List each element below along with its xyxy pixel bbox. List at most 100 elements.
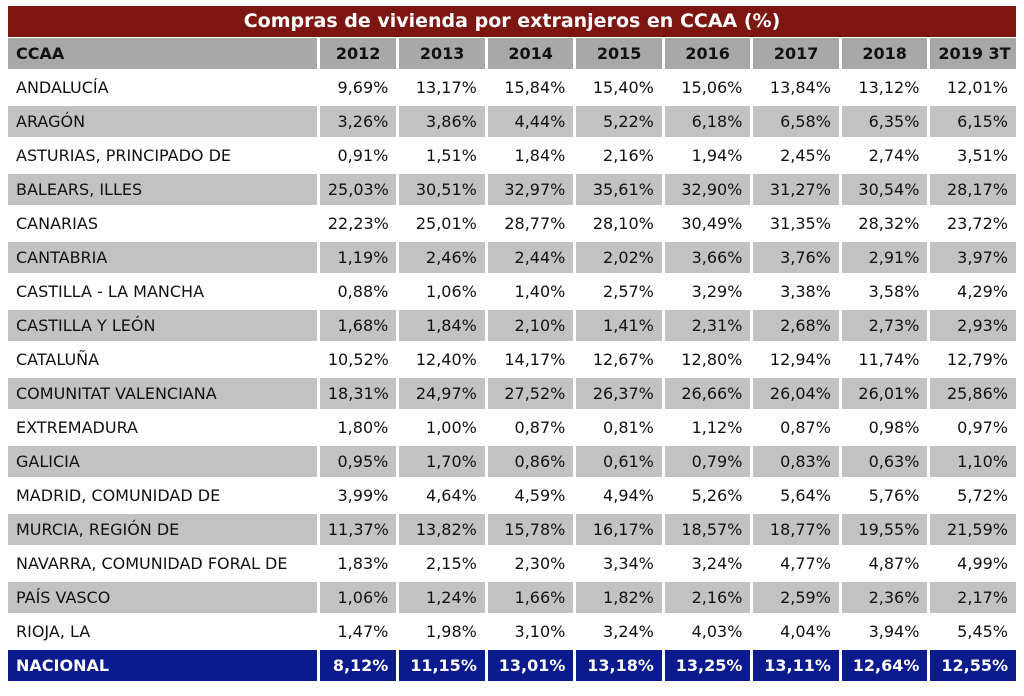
- value-cell: 3,38%: [753, 276, 839, 307]
- value-cell: 2,46%: [399, 242, 485, 273]
- value-cell: 2,45%: [753, 140, 839, 171]
- value-cell: 11,15%: [399, 650, 485, 681]
- value-cell: 5,45%: [930, 616, 1016, 647]
- value-cell: 25,03%: [319, 174, 397, 205]
- value-cell: 31,27%: [753, 174, 839, 205]
- value-cell: 27,52%: [487, 378, 574, 409]
- value-cell: 1,68%: [319, 310, 397, 341]
- value-cell: 21,59%: [930, 514, 1016, 545]
- value-cell: 30,54%: [841, 174, 928, 205]
- value-cell: 1,51%: [399, 140, 485, 171]
- value-cell: 1,12%: [664, 412, 751, 443]
- value-cell: 26,01%: [841, 378, 928, 409]
- total-row: NACIONAL 8,12% 11,15% 13,01% 13,18% 13,25% 13,…: [8, 650, 1016, 681]
- value-cell: 4,04%: [753, 616, 839, 647]
- value-cell: 5,26%: [664, 480, 751, 511]
- value-cell: 2,36%: [841, 582, 928, 613]
- value-cell: 0,87%: [753, 412, 839, 443]
- value-cell: 3,26%: [319, 106, 397, 137]
- value-cell: 15,84%: [487, 72, 574, 103]
- value-cell: 2,10%: [487, 310, 574, 341]
- value-cell: 13,12%: [841, 72, 928, 103]
- value-cell: 1,41%: [576, 310, 662, 341]
- value-cell: 28,17%: [930, 174, 1016, 205]
- region-name: MURCIA, REGIÓN DE: [8, 514, 317, 545]
- value-cell: 18,77%: [753, 514, 839, 545]
- value-cell: 3,51%: [930, 140, 1016, 171]
- value-cell: 2,31%: [664, 310, 751, 341]
- value-cell: 3,24%: [576, 616, 662, 647]
- value-cell: 3,24%: [664, 548, 751, 579]
- value-cell: 2,15%: [399, 548, 485, 579]
- value-cell: 0,95%: [319, 446, 397, 477]
- value-cell: 1,00%: [399, 412, 485, 443]
- value-cell: 28,10%: [576, 208, 662, 239]
- value-cell: 3,94%: [841, 616, 928, 647]
- value-cell: 8,12%: [319, 650, 397, 681]
- region-name: COMUNITAT VALENCIANA: [8, 378, 317, 409]
- table-row: ANDALUCÍA 9,69% 13,17% 15,84% 15,40% 15,06% 13…: [8, 72, 1016, 103]
- value-cell: 1,40%: [487, 276, 574, 307]
- value-cell: 2,93%: [930, 310, 1016, 341]
- value-cell: 0,63%: [841, 446, 928, 477]
- value-cell: 18,57%: [664, 514, 751, 545]
- table-row: COMUNITAT VALENCIANA 18,31% 24,97% 27,52% 26…: [8, 378, 1016, 409]
- value-cell: 2,91%: [841, 242, 928, 273]
- region-name: MADRID, COMUNIDAD DE: [8, 480, 317, 511]
- table-row: MADRID, COMUNIDAD DE 3,99% 4,64% 4,59% 4,94%…: [8, 480, 1016, 511]
- value-cell: 12,64%: [841, 650, 928, 681]
- value-cell: 1,82%: [576, 582, 662, 613]
- value-cell: 0,91%: [319, 140, 397, 171]
- value-cell: 4,94%: [576, 480, 662, 511]
- value-cell: 3,66%: [664, 242, 751, 273]
- value-cell: 16,17%: [576, 514, 662, 545]
- region-name: ANDALUCÍA: [8, 72, 317, 103]
- value-cell: 35,61%: [576, 174, 662, 205]
- column-header: 2018: [841, 38, 928, 69]
- value-cell: 5,76%: [841, 480, 928, 511]
- value-cell: 4,03%: [664, 616, 751, 647]
- value-cell: 1,06%: [319, 582, 397, 613]
- table-title: Compras de vivienda por extranjeros en C…: [8, 6, 1016, 37]
- value-cell: 13,84%: [753, 72, 839, 103]
- value-cell: 6,58%: [753, 106, 839, 137]
- value-cell: 15,06%: [664, 72, 751, 103]
- value-cell: 11,74%: [841, 344, 928, 375]
- table-row: RIOJA, LA 1,47% 1,98% 3,10% 3,24% 4,03% 4,04% 3…: [8, 616, 1016, 647]
- value-cell: 30,49%: [664, 208, 751, 239]
- value-cell: 15,78%: [487, 514, 574, 545]
- table-row: BALEARS, ILLES 25,03% 30,51% 32,97% 35,61% 32…: [8, 174, 1016, 205]
- value-cell: 1,06%: [399, 276, 485, 307]
- column-header: 2012: [319, 38, 397, 69]
- column-header: 2015: [576, 38, 662, 69]
- value-cell: 3,97%: [930, 242, 1016, 273]
- value-cell: 9,69%: [319, 72, 397, 103]
- value-cell: 0,79%: [664, 446, 751, 477]
- region-name: NACIONAL: [8, 650, 317, 681]
- table-row: EXTREMADURA 1,80% 1,00% 0,87% 0,81% 1,12% 0,87…: [8, 412, 1016, 443]
- table-row: CASTILLA - LA MANCHA 0,88% 1,06% 1,40% 2,57%…: [8, 276, 1016, 307]
- column-header: 2014: [487, 38, 574, 69]
- value-cell: 1,47%: [319, 616, 397, 647]
- value-cell: 1,94%: [664, 140, 751, 171]
- table-row: MURCIA, REGIÓN DE 11,37% 13,82% 15,78% 16,17…: [8, 514, 1016, 545]
- value-cell: 1,24%: [399, 582, 485, 613]
- value-cell: 12,55%: [930, 650, 1016, 681]
- table-row: PAÍS VASCO 1,06% 1,24% 1,66% 1,82% 2,16% 2,59%…: [8, 582, 1016, 613]
- value-cell: 1,84%: [487, 140, 574, 171]
- value-cell: 11,37%: [319, 514, 397, 545]
- value-cell: 2,17%: [930, 582, 1016, 613]
- value-cell: 1,70%: [399, 446, 485, 477]
- value-cell: 2,16%: [576, 140, 662, 171]
- header-row: CCAA 2012 2013 2014 2015 2016 2017 2018 …: [8, 38, 1016, 69]
- value-cell: 13,01%: [487, 650, 574, 681]
- value-cell: 0,98%: [841, 412, 928, 443]
- value-cell: 2,57%: [576, 276, 662, 307]
- column-header: 2019 3T: [930, 38, 1016, 69]
- value-cell: 2,74%: [841, 140, 928, 171]
- value-cell: 13,11%: [753, 650, 839, 681]
- value-cell: 32,90%: [664, 174, 751, 205]
- value-cell: 3,86%: [399, 106, 485, 137]
- value-cell: 26,04%: [753, 378, 839, 409]
- value-cell: 3,10%: [487, 616, 574, 647]
